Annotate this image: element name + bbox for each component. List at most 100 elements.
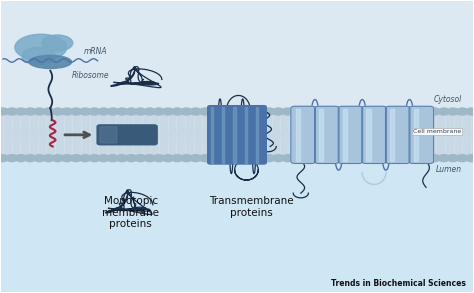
Bar	[414, 109, 418, 161]
Circle shape	[61, 108, 73, 115]
Circle shape	[6, 155, 18, 162]
Circle shape	[264, 155, 275, 162]
Circle shape	[181, 108, 192, 115]
Text: Monotopic
membrane
proteins: Monotopic membrane proteins	[102, 196, 159, 229]
Circle shape	[52, 108, 64, 115]
Circle shape	[15, 155, 27, 162]
Circle shape	[410, 155, 422, 162]
FancyBboxPatch shape	[409, 106, 434, 163]
Circle shape	[126, 155, 137, 162]
Circle shape	[429, 108, 440, 115]
Ellipse shape	[42, 35, 73, 51]
Circle shape	[438, 108, 449, 115]
FancyBboxPatch shape	[230, 106, 244, 164]
Text: Ribosome: Ribosome	[72, 71, 109, 80]
Circle shape	[420, 155, 431, 162]
Bar	[222, 107, 224, 163]
Circle shape	[374, 155, 385, 162]
Circle shape	[447, 155, 459, 162]
Circle shape	[80, 155, 91, 162]
Circle shape	[236, 108, 247, 115]
Circle shape	[107, 155, 118, 162]
Circle shape	[98, 155, 109, 162]
FancyBboxPatch shape	[362, 106, 386, 163]
Circle shape	[319, 155, 330, 162]
Circle shape	[80, 108, 91, 115]
Circle shape	[365, 108, 376, 115]
Circle shape	[401, 108, 413, 115]
Circle shape	[346, 155, 357, 162]
Bar	[245, 107, 247, 163]
Circle shape	[227, 155, 238, 162]
Circle shape	[356, 155, 367, 162]
FancyBboxPatch shape	[219, 106, 232, 164]
Circle shape	[98, 108, 109, 115]
Circle shape	[25, 108, 36, 115]
Bar	[319, 109, 323, 161]
FancyBboxPatch shape	[97, 125, 157, 145]
Bar	[233, 107, 236, 163]
Circle shape	[365, 155, 376, 162]
Circle shape	[71, 155, 82, 162]
Ellipse shape	[15, 34, 67, 60]
Circle shape	[117, 108, 128, 115]
Circle shape	[466, 155, 474, 162]
Circle shape	[374, 108, 385, 115]
Circle shape	[218, 108, 229, 115]
Circle shape	[282, 155, 293, 162]
Circle shape	[61, 155, 73, 162]
Circle shape	[456, 108, 468, 115]
Circle shape	[199, 155, 210, 162]
Circle shape	[89, 108, 100, 115]
Circle shape	[34, 155, 45, 162]
Circle shape	[163, 155, 174, 162]
Circle shape	[15, 108, 27, 115]
Circle shape	[319, 108, 330, 115]
Text: Lumen: Lumen	[435, 165, 462, 174]
Circle shape	[135, 108, 146, 115]
Circle shape	[135, 155, 146, 162]
Circle shape	[227, 108, 238, 115]
Circle shape	[291, 108, 302, 115]
Circle shape	[245, 155, 256, 162]
Text: Transmembrane
proteins: Transmembrane proteins	[209, 196, 293, 218]
Circle shape	[273, 155, 284, 162]
Circle shape	[172, 155, 183, 162]
Circle shape	[420, 108, 431, 115]
Circle shape	[356, 108, 367, 115]
Circle shape	[337, 108, 348, 115]
FancyBboxPatch shape	[315, 106, 339, 163]
Circle shape	[245, 108, 256, 115]
Bar	[0, 112, 474, 158]
FancyBboxPatch shape	[100, 127, 117, 143]
Circle shape	[153, 108, 164, 115]
Circle shape	[52, 155, 64, 162]
Circle shape	[282, 108, 293, 115]
Circle shape	[291, 155, 302, 162]
Circle shape	[236, 155, 247, 162]
Bar	[210, 107, 213, 163]
FancyBboxPatch shape	[208, 106, 221, 164]
Text: Cytosol: Cytosol	[433, 95, 462, 104]
Circle shape	[144, 155, 155, 162]
Circle shape	[43, 155, 54, 162]
Circle shape	[89, 155, 100, 162]
Circle shape	[163, 108, 174, 115]
Circle shape	[172, 108, 183, 115]
Bar	[343, 109, 347, 161]
Circle shape	[34, 108, 45, 115]
Circle shape	[144, 108, 155, 115]
Circle shape	[310, 108, 321, 115]
Circle shape	[255, 108, 265, 115]
Circle shape	[255, 155, 265, 162]
Ellipse shape	[29, 55, 72, 69]
Circle shape	[218, 155, 229, 162]
Circle shape	[346, 108, 357, 115]
Circle shape	[273, 108, 284, 115]
Circle shape	[429, 155, 440, 162]
Bar	[0, 1, 474, 112]
Text: Trends in Biochemical Sciences: Trends in Biochemical Sciences	[331, 279, 466, 288]
Circle shape	[383, 108, 394, 115]
Circle shape	[310, 155, 321, 162]
Circle shape	[328, 108, 339, 115]
